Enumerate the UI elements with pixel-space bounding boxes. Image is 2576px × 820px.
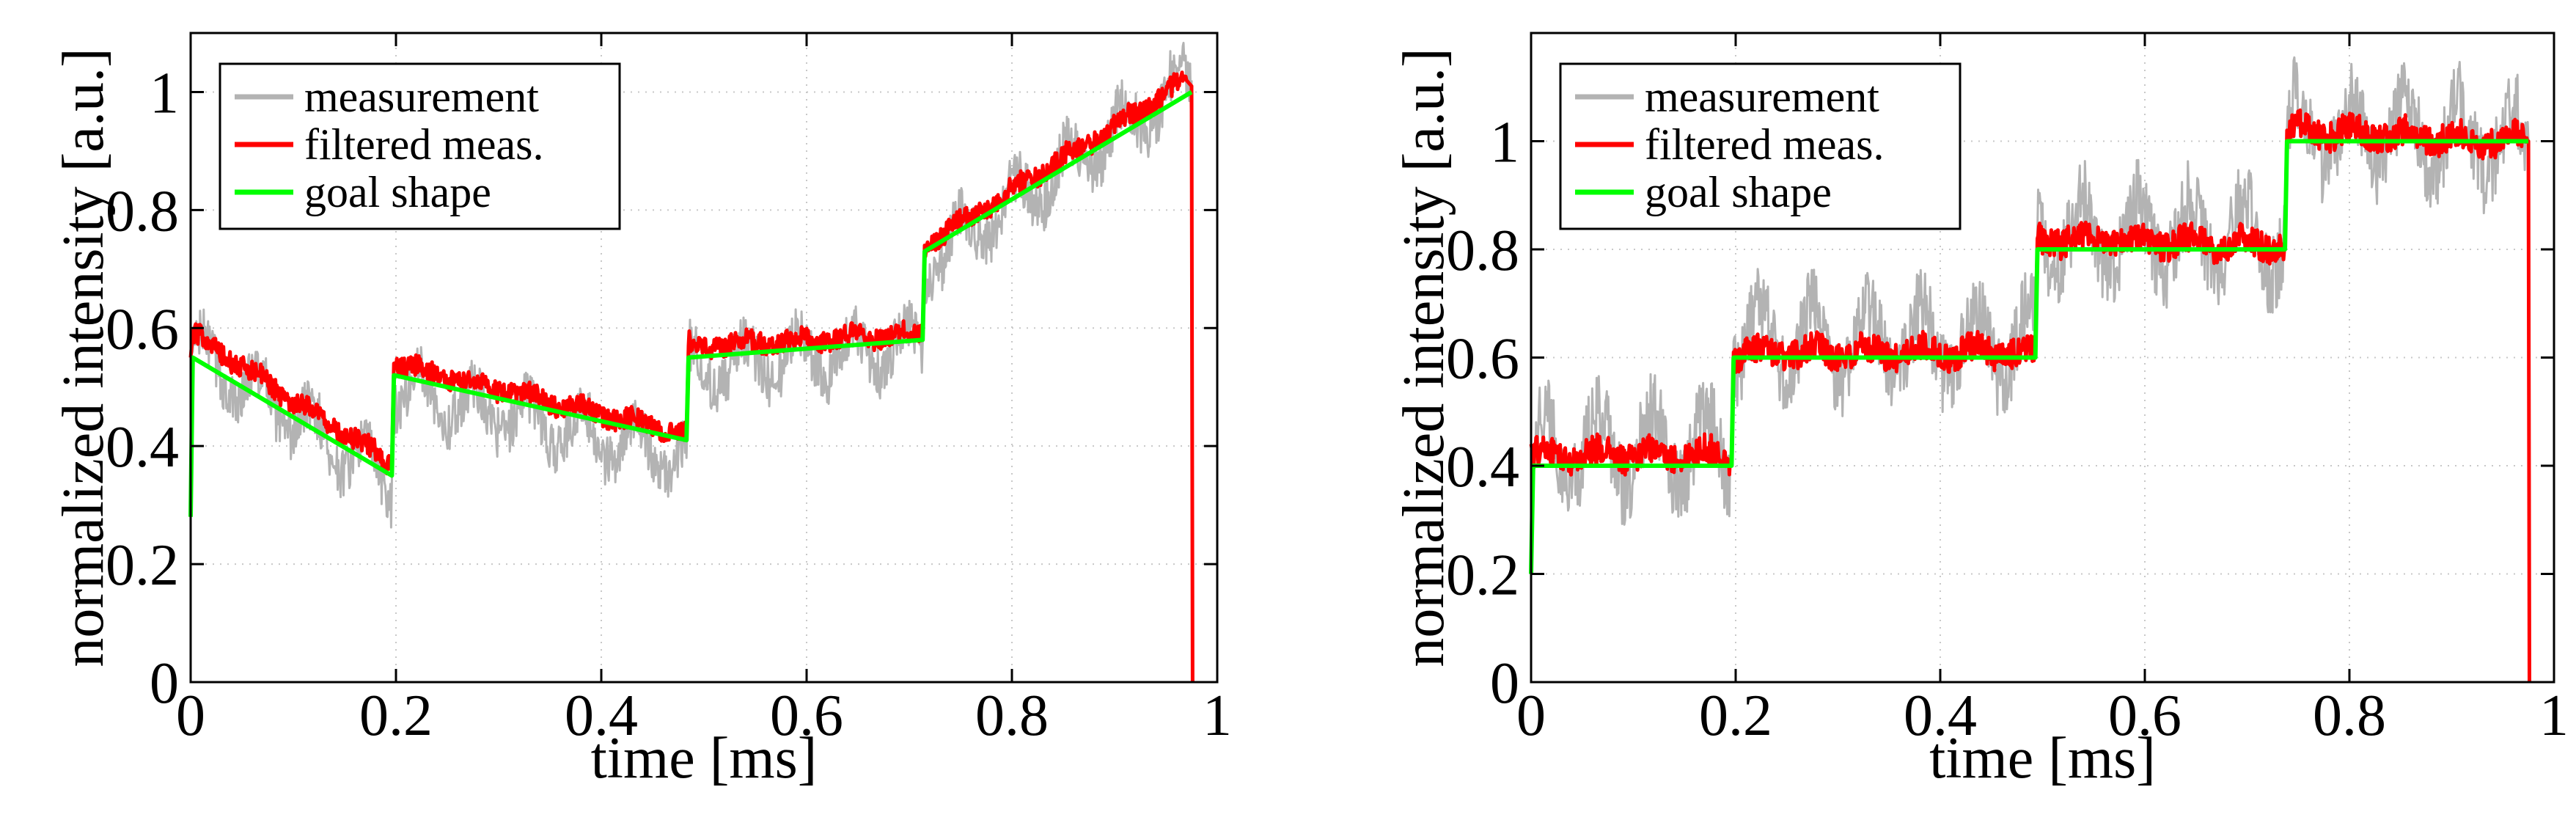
y-tick-label: 0.6 — [1446, 327, 1519, 392]
y-tick-label: 0.4 — [106, 415, 179, 480]
y-axis-label: normalized intensity [a.u.] — [51, 48, 116, 667]
y-tick-label: 0 — [1490, 651, 1519, 716]
x-axis-label: time [ms] — [1929, 726, 2156, 791]
chart-2: 0 0.2 0.4 0.6 0.8 1 0 0.2 0.4 0.6 0.8 1 time [ms] nor… — [1392, 32, 2569, 791]
x-tick-label: 0.4 — [1904, 684, 1977, 748]
y-tick-label: 0 — [150, 651, 179, 716]
x-tick-label: 1 — [2539, 684, 2569, 748]
series-goal-shape-line — [188, 89, 1193, 517]
x-tick-label: 1 — [1203, 684, 1232, 748]
x-tick-label: 0.6 — [2108, 684, 2181, 748]
legend-label: goal shape — [1645, 168, 1832, 216]
x-tick-label: 0.8 — [2313, 684, 2386, 748]
legend-label: goal shape — [304, 168, 491, 216]
legend-label: filtered meas. — [1645, 120, 1885, 169]
series-filtered-meas-line — [188, 70, 1195, 683]
y-axis-label: normalized intensity [a.u.] — [1392, 48, 1456, 667]
axes-frame — [189, 32, 1219, 684]
y-tick-label: 0.2 — [1446, 543, 1519, 608]
y-tick-label: 0.8 — [106, 179, 179, 244]
x-tick-label: 0.8 — [975, 684, 1049, 748]
y-tick-label: 1 — [150, 61, 179, 125]
x-tick-label: 0 — [1516, 684, 1546, 748]
y-tick-label: 0.4 — [1446, 435, 1519, 499]
x-axis-label: time [ms] — [591, 726, 818, 791]
legend-label: measurement — [1645, 73, 1879, 121]
x-tick-label: 0.2 — [359, 684, 433, 748]
y-tick-label: 0.6 — [106, 297, 179, 362]
series-goal-shape-line — [1529, 139, 2529, 574]
grid — [191, 33, 1217, 682]
x-tick-label: 0 — [176, 684, 205, 748]
x-tick-label: 0.6 — [770, 684, 843, 748]
chart-1: 0 0.2 0.4 0.6 0.8 1 0 0.2 0.4 0.6 0.8 1 time [ms] nor… — [51, 32, 1232, 791]
y-tick-label: 0.8 — [1446, 219, 1519, 283]
x-tick-label: 0.4 — [565, 684, 638, 748]
legend-label: filtered meas. — [304, 120, 544, 169]
series-filtered-meas-line — [1529, 108, 2531, 683]
y-tick-label: 1 — [1490, 111, 1519, 175]
legend-label: measurement — [304, 73, 539, 121]
series-measurement-line — [1530, 56, 2530, 526]
y-tick-label: 0.2 — [106, 533, 179, 598]
x-tick-label: 0.2 — [1699, 684, 1772, 748]
